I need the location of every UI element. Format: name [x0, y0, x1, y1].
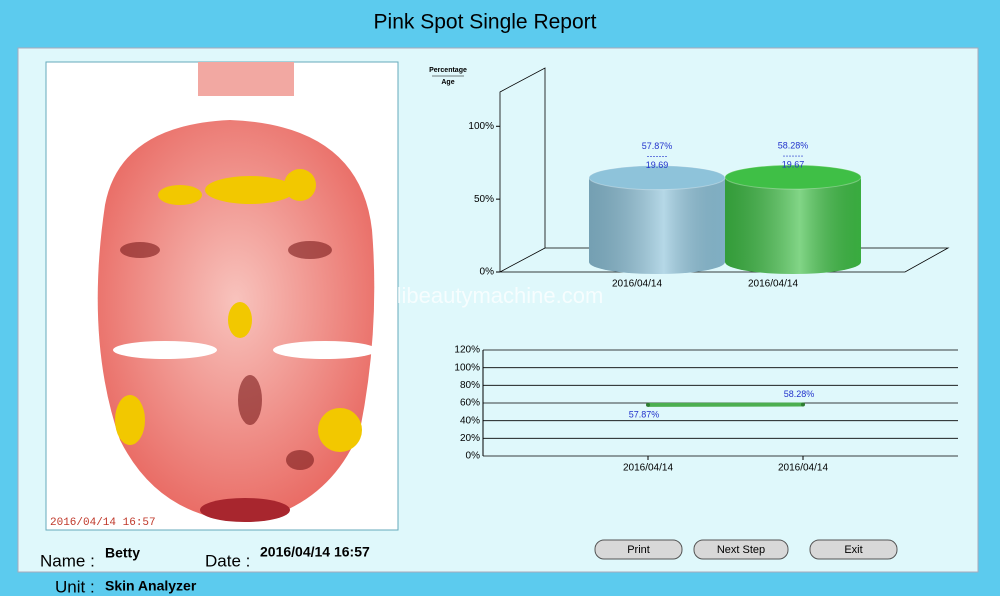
bar-shade [725, 177, 861, 274]
x-tick-label: 2016/04/14 [748, 279, 798, 290]
x-tick-label: 2016/04/14 [778, 463, 828, 474]
button[interactable]: Next Step [694, 540, 788, 559]
y-axis-title: Age [441, 79, 454, 86]
y-tick-label: 120% [454, 345, 480, 356]
button-label: Next Step [717, 544, 765, 556]
name-value: Betty [105, 545, 140, 561]
bar [589, 166, 725, 274]
date-value: 2016/04/14 16:57 [260, 544, 370, 560]
y-tick-label: 100% [468, 121, 494, 132]
title: Pink Spot Single Report [374, 11, 597, 34]
photo-shape [198, 62, 294, 96]
bar-shade [589, 178, 725, 274]
point [801, 403, 805, 407]
bar [725, 165, 861, 274]
eye [273, 341, 377, 359]
watermark: libeautymachine.com [397, 283, 604, 308]
button[interactable]: Exit [810, 540, 897, 559]
y-tick-label: 20% [460, 433, 480, 444]
y-tick-label: 60% [460, 398, 480, 409]
age-label: 19.69 [646, 160, 669, 170]
y-tick-label: 50% [474, 194, 494, 205]
date-label: Date : [205, 551, 250, 570]
value-label: 58.28% [784, 389, 815, 399]
y-tick-label: 0% [466, 451, 481, 462]
y-axis-title: Percentage [429, 67, 467, 74]
button[interactable]: Print [595, 540, 682, 559]
y-tick-label: 100% [454, 362, 480, 373]
unit-value: Skin Analyzer [105, 578, 197, 594]
mouth [200, 498, 290, 522]
button-label: Print [627, 544, 650, 556]
photo: 2016/04/14 16:57 [46, 62, 398, 530]
value-label: 57.87% [642, 141, 673, 151]
age-label: 19.67 [782, 159, 805, 169]
value-label: 57.87% [629, 409, 660, 419]
unit-label: Unit : [55, 577, 95, 596]
x-tick-label: 2016/04/14 [612, 279, 662, 290]
name-label: Name : [40, 551, 95, 570]
y-tick-label: 0% [480, 267, 495, 278]
y-tick-label: 40% [460, 415, 480, 426]
photo-timestamp: 2016/04/14 16:57 [50, 517, 156, 529]
point [646, 403, 650, 407]
button-label: Exit [844, 544, 862, 556]
value-label: 58.28% [778, 140, 809, 150]
y-tick-label: 80% [460, 380, 480, 391]
eye [113, 341, 217, 359]
x-tick-label: 2016/04/14 [623, 463, 673, 474]
